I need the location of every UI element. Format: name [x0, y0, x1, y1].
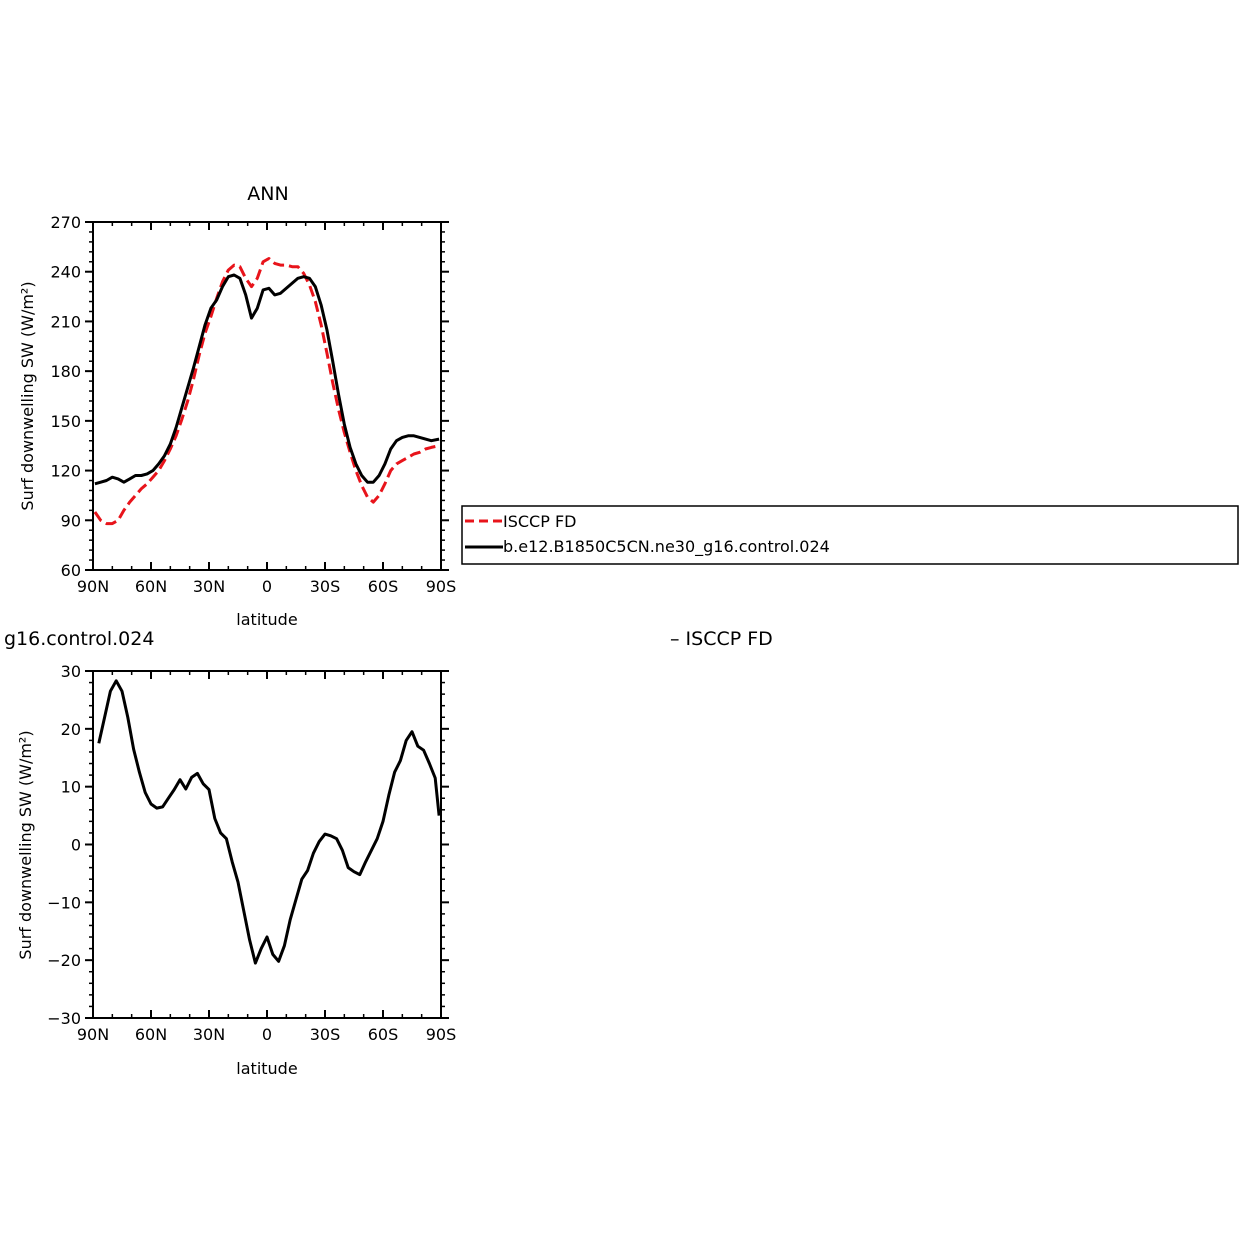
x-tick-label: 30N	[193, 1025, 225, 1044]
legend-label-isccp: ISCCP FD	[503, 512, 576, 531]
panel-2-tick-labels: 90N 60N 30N 0 30S 60S 90S −30 −20 −10 0 10 20 30	[47, 662, 456, 1044]
series-line-1	[94, 273, 440, 486]
panel-2-xlabel: latitude	[236, 1059, 297, 1078]
x-tick-label: 0	[262, 1025, 272, 1044]
panel-1-ylabel: Surf downwelling SW (W/m²)	[18, 281, 37, 510]
x-tick-label: 60S	[368, 577, 399, 596]
x-tick-label: 30S	[310, 577, 341, 596]
y-tick-label: −10	[47, 893, 81, 912]
panel-1-tick-labels: 90N 60N 30N 0 30S 60S 90S 60 90 120 150 180 210 240 27…	[50, 213, 456, 596]
y-tick-label: −30	[47, 1009, 81, 1028]
panel-2-ylabel: Surf downwelling SW (W/m²)	[16, 730, 35, 959]
panel-1-series	[93, 257, 440, 526]
panel-1-ticks	[85, 221, 449, 571]
legend-label-model: b.e12.B1850C5CN.ne30_g16.control.024	[503, 537, 830, 557]
panel-2-frame	[92, 670, 442, 1019]
panel-1: ANN 90N 60N 30N 0 30S 60S 90S 60 90 120 150 180 210 2…	[18, 183, 456, 629]
y-tick-label: 240	[50, 263, 81, 282]
y-tick-label: 10	[61, 778, 81, 797]
panel-2-title-left: g16.control.024	[4, 628, 154, 650]
y-tick-label: 270	[50, 213, 81, 232]
y-tick-label: 210	[50, 312, 81, 331]
y-tick-label: −20	[47, 951, 81, 970]
x-tick-label: 90S	[426, 577, 457, 596]
panel-2-series	[97, 679, 441, 965]
x-tick-label: 30N	[193, 577, 225, 596]
panel-2: g16.control.024 – ISCCP FD 90N 60N 30N 0 30S…	[4, 628, 773, 1078]
panel-1-xlabel: latitude	[236, 610, 297, 629]
x-tick-label: 90N	[77, 577, 109, 596]
x-tick-label: 90N	[77, 1025, 109, 1044]
legend: ISCCP FD b.e12.B1850C5CN.ne30_g16.contro…	[461, 505, 1239, 565]
x-tick-label: 90S	[426, 1025, 457, 1044]
y-tick-label: 150	[50, 412, 81, 431]
panel-2-ticks	[85, 670, 449, 1019]
y-tick-label: 60	[61, 561, 81, 580]
y-tick-label: 20	[61, 720, 81, 739]
x-tick-label: 60S	[368, 1025, 399, 1044]
x-tick-label: 60N	[135, 577, 167, 596]
x-tick-label: 60N	[135, 1025, 167, 1044]
series-line-0	[97, 679, 441, 965]
x-tick-label: 30S	[310, 1025, 341, 1044]
y-tick-label: 90	[61, 511, 81, 530]
panel-1-title: ANN	[247, 183, 288, 205]
series-line-0	[93, 257, 440, 526]
y-tick-label: 0	[71, 836, 81, 855]
y-tick-label: 120	[50, 462, 81, 481]
y-tick-label: 30	[61, 662, 81, 681]
x-tick-label: 0	[262, 577, 272, 596]
panel-2-title-right: – ISCCP FD	[670, 628, 773, 650]
legend-box	[461, 505, 1239, 565]
panel-1-frame	[92, 221, 442, 571]
y-tick-label: 180	[50, 362, 81, 381]
